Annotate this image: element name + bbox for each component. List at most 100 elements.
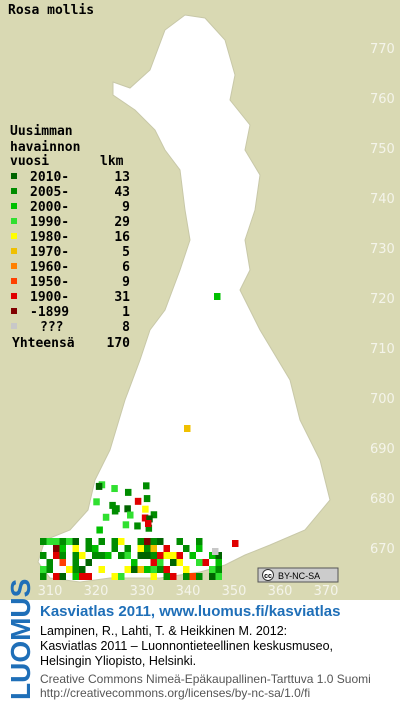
grid-y-label: 750 [370,142,395,157]
observation [183,545,190,552]
grid-x-label: 330 [130,584,155,599]
observation [92,552,99,559]
observation [196,573,203,580]
observation [72,566,79,573]
observation [137,545,144,552]
observation [124,545,131,552]
legend-count: 8 [122,320,130,335]
legend-swatch [11,293,17,299]
legend-count: 9 [122,275,130,290]
observation [40,552,47,559]
observation [46,559,53,566]
observation [144,545,151,552]
citation: Lampinen, R., Lahti, T. & Heikkinen M. 2… [40,624,287,638]
observation [111,538,118,545]
grid-y-label: 710 [370,342,395,357]
observation [209,573,216,580]
observation [183,566,190,573]
observation [102,513,110,521]
observation [59,538,66,545]
legend: Uusimman havainnon vuosi lkm Yhteensä 17… [10,124,130,351]
observation [196,545,203,552]
observation [66,538,73,545]
legend-label: 1990- [30,215,69,230]
legend-label: 1900- [30,290,69,305]
legend-swatch [11,188,17,194]
observation [53,552,60,559]
observation [141,514,149,522]
observation-dots [40,293,239,580]
legend-label: 1950- [30,275,69,290]
observation [124,505,131,513]
observation [137,552,144,559]
observation [98,552,105,559]
grid-y-label: 690 [370,442,395,457]
observation [40,566,47,573]
grid-x-label: 370 [314,584,339,599]
observation [46,538,53,545]
observation [72,545,79,552]
observation [105,552,112,559]
observation [111,485,118,493]
observation [53,573,60,580]
legend-count: 6 [122,260,130,275]
observation [40,573,47,580]
observation [163,566,170,573]
legend-swatch [11,218,17,224]
observation [111,545,118,552]
observation [46,566,53,573]
observation [131,559,138,566]
observation [53,545,60,552]
observation [176,559,183,566]
observation [79,552,86,559]
observation [59,552,66,559]
observation [85,559,92,566]
grid-x-label: 350 [222,584,247,599]
observation [163,552,170,559]
legend-total: 170 [107,336,131,351]
legend-label: ??? [40,320,63,335]
observation [189,573,196,580]
observation [118,538,125,545]
observation [85,538,92,545]
grid-labels: 770 760 750 740 730 720 710 700 690 680 670 310 320 3… [38,42,395,599]
legend-swatch [11,203,17,209]
grid-y-label: 740 [370,192,395,207]
legend-swatch [11,323,17,329]
legend-header: havainnon [10,140,80,155]
observation [59,573,66,580]
observation [196,538,203,545]
observation [124,552,131,559]
legend-swatch [11,248,17,254]
observation [134,497,142,505]
observation [95,482,103,490]
observation [215,552,222,559]
observation [111,573,118,580]
observation [209,566,216,573]
observation [137,566,144,573]
observation [163,573,170,580]
observation [142,505,149,513]
legend-count: 16 [114,230,130,245]
badge-box [257,567,339,583]
observation [189,552,196,559]
legend-label: -1899 [30,305,69,320]
observation [183,573,190,580]
legend-total-label: Yhteensä [12,336,75,351]
observation [144,552,151,559]
observation [146,515,153,523]
legend-col-count: lkm [100,154,124,169]
observation [212,548,219,555]
legend-label: 1960- [30,260,69,275]
grid-y-label: 760 [370,92,395,107]
grid-y-label: 670 [370,542,395,557]
observation [85,545,92,552]
observation [98,538,105,545]
legend-label: 1970- [30,245,69,260]
badge-icon [262,569,274,581]
observation [143,482,150,490]
observation [118,552,125,559]
legend-label: 1980- [30,230,69,245]
observation [214,293,221,300]
